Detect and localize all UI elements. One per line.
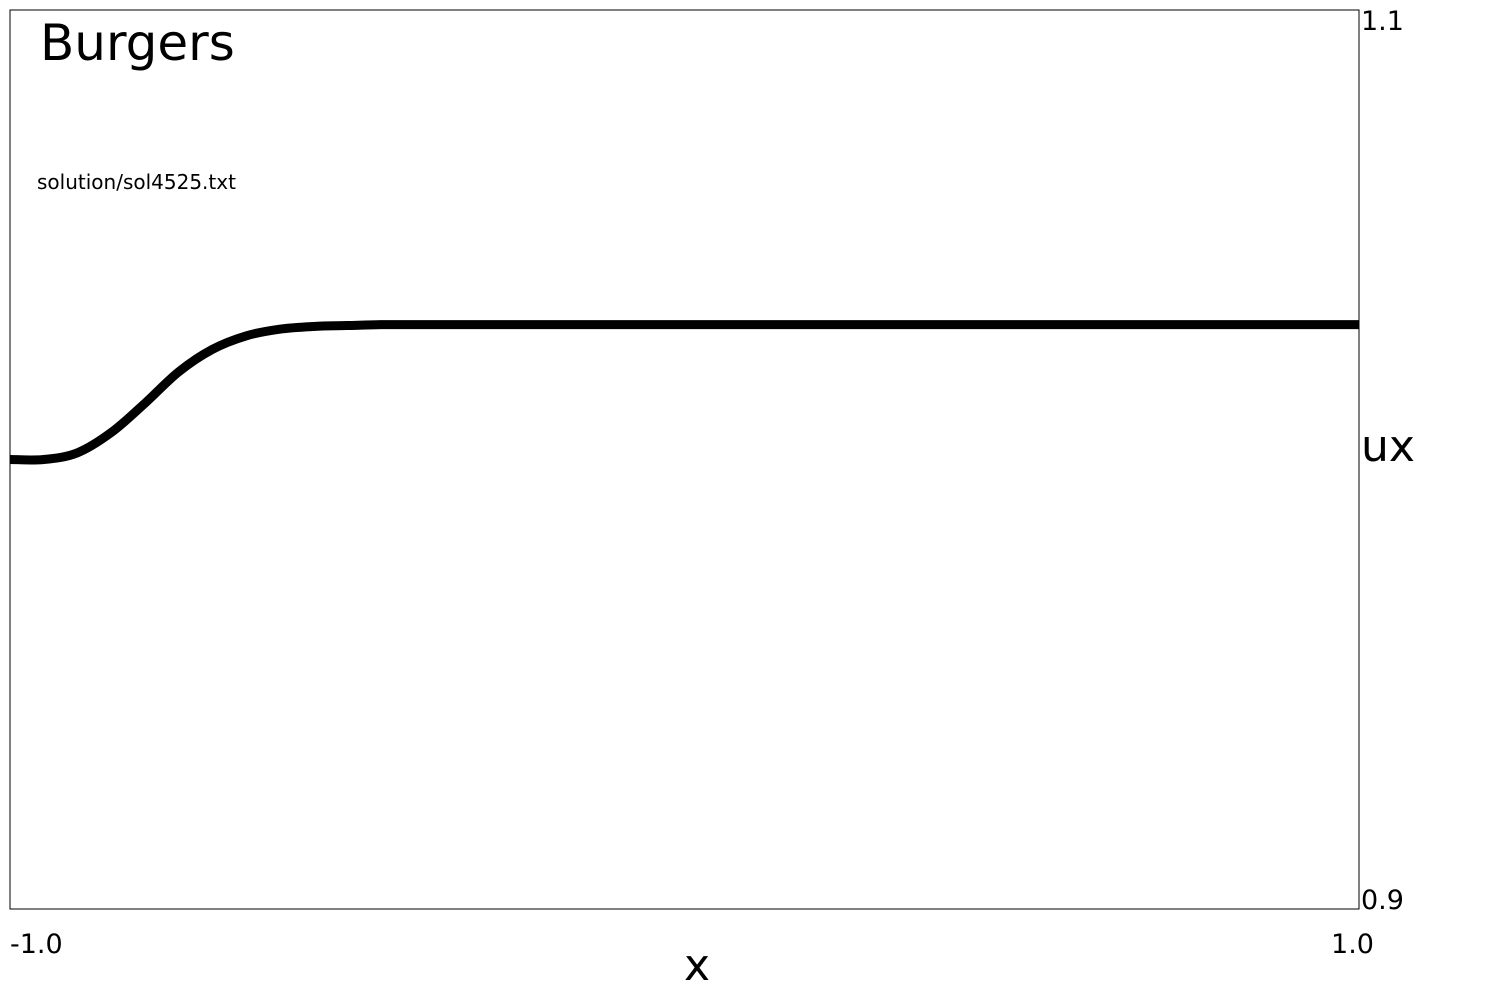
chart-title: Burgers bbox=[40, 14, 235, 72]
x-axis-label: x bbox=[684, 940, 710, 991]
plot-frame bbox=[9, 9, 1360, 910]
x-tick-label-left: -1.0 bbox=[10, 929, 63, 960]
y-tick-label-top: 1.1 bbox=[1361, 6, 1404, 37]
y-tick-label-bottom: 0.9 bbox=[1361, 885, 1404, 916]
series-line bbox=[9, 320, 1359, 465]
y-axis-label: ux bbox=[1361, 421, 1415, 472]
chart-subtitle: solution/sol4525.txt bbox=[37, 170, 236, 194]
x-tick-label-right: 1.0 bbox=[1331, 929, 1374, 960]
